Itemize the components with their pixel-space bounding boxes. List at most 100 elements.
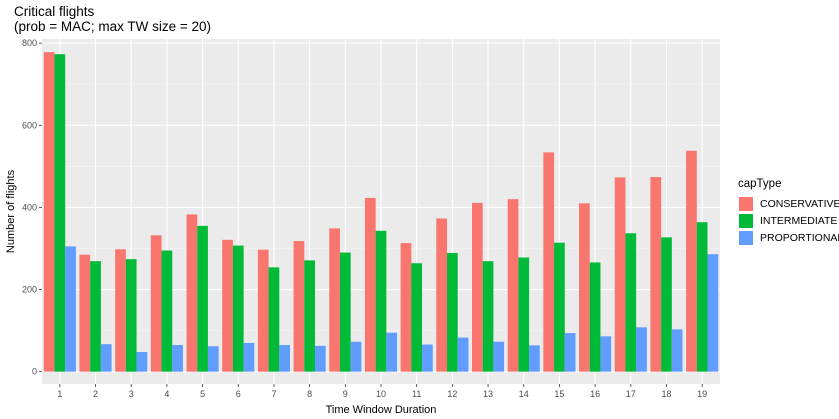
legend-item-intermediate: INTERMEDIATE — [738, 212, 839, 229]
bar-intermediate-14 — [518, 257, 530, 372]
bar-conservative-16 — [579, 203, 590, 372]
bar-conservative-6 — [222, 239, 233, 372]
y-tick-label: 0 — [32, 367, 37, 377]
bar-intermediate-16 — [589, 262, 601, 372]
bar-proportional-12 — [457, 337, 469, 372]
bar-proportional-19 — [707, 254, 719, 372]
x-tick-label: 8 — [307, 389, 312, 399]
chart-subtitle: (prob = MAC; max TW size = 20) — [14, 19, 212, 34]
bar-proportional-16 — [600, 336, 612, 372]
bar-conservative-13 — [471, 202, 483, 372]
x-tick-label: 3 — [129, 389, 134, 399]
x-tick-label: 12 — [447, 389, 457, 399]
y-axis-label: Number of flights — [5, 169, 17, 253]
legend-item-conservative: CONSERVATIVE — [738, 195, 839, 212]
bar-conservative-5 — [186, 214, 198, 372]
bar-conservative-14 — [507, 199, 519, 372]
bar-proportional-14 — [529, 345, 540, 372]
bar-intermediate-7 — [268, 267, 280, 372]
legend-label: INTERMEDIATE — [760, 214, 838, 227]
bar-intermediate-9 — [339, 252, 351, 372]
x-tick-label: 16 — [590, 389, 600, 399]
bar-intermediate-11 — [411, 263, 423, 372]
bar-proportional-13 — [493, 341, 505, 372]
bar-proportional-8 — [314, 345, 326, 372]
x-tick-label: 6 — [236, 389, 241, 399]
bar-conservative-11 — [400, 243, 412, 372]
bar-proportional-15 — [564, 333, 576, 372]
x-tick-label: 2 — [93, 389, 98, 399]
y-axis: 0 200 400 600 800 — [22, 38, 42, 377]
legend-label: CONSERVATIVE — [760, 197, 839, 210]
bar-intermediate-3 — [125, 259, 137, 372]
y-tick-label: 800 — [22, 38, 37, 48]
bar-proportional-18 — [671, 329, 683, 372]
x-tick-label: 18 — [661, 389, 671, 399]
bar-intermediate-12 — [447, 252, 458, 372]
bar-intermediate-17 — [625, 233, 637, 372]
legend-swatch — [738, 229, 754, 246]
bar-intermediate-10 — [375, 230, 387, 372]
bar-conservative-2 — [79, 254, 91, 372]
bar-conservative-18 — [650, 177, 662, 372]
bar-proportional-6 — [243, 342, 255, 372]
bar-intermediate-19 — [696, 222, 708, 372]
legend-swatch — [738, 195, 754, 212]
bar-proportional-17 — [636, 327, 647, 372]
bars — [43, 52, 719, 372]
x-tick-label: 7 — [271, 389, 276, 399]
x-tick-label: 13 — [483, 389, 493, 399]
legend-swatch — [738, 212, 754, 229]
bar-intermediate-13 — [482, 261, 494, 372]
bar-proportional-2 — [100, 344, 112, 372]
x-axis: 1 2 3 4 5 6 7 8 9 10 11 12 13 14 15 16 17 18 19 — [57, 384, 707, 399]
x-tick-label: 15 — [554, 389, 564, 399]
bar-conservative-15 — [543, 152, 555, 372]
x-tick-label: 11 — [412, 389, 421, 399]
x-tick-label: 10 — [376, 389, 386, 399]
y-tick-label: 600 — [22, 120, 37, 130]
bar-proportional-1 — [65, 246, 76, 372]
bar-proportional-11 — [422, 344, 433, 372]
bar-conservative-9 — [329, 228, 340, 372]
bar-conservative-4 — [150, 235, 162, 372]
legend: capType CONSERVATIVE INTERMEDIATE PROPORTI… — [738, 178, 839, 246]
bar-conservative-8 — [293, 241, 305, 372]
bar-intermediate-6 — [232, 245, 244, 372]
bar-intermediate-8 — [304, 260, 315, 372]
y-tick-label: 200 — [22, 285, 37, 295]
bar-proportional-9 — [350, 341, 362, 372]
bar-proportional-4 — [172, 344, 183, 372]
bar-proportional-10 — [386, 332, 398, 372]
bar-conservative-12 — [436, 218, 448, 372]
bar-conservative-1 — [43, 52, 55, 372]
x-tick-label: 17 — [626, 389, 636, 399]
legend-item-proportional: PROPORTIONAL — [738, 229, 839, 246]
bar-intermediate-4 — [161, 250, 173, 372]
x-axis-label: Time Window Duration — [326, 404, 437, 416]
bar-intermediate-2 — [90, 261, 101, 372]
bar-intermediate-15 — [554, 242, 565, 372]
bar-conservative-10 — [364, 197, 376, 372]
bar-proportional-7 — [279, 344, 291, 372]
x-tick-label: 14 — [519, 389, 529, 399]
x-tick-label: 1 — [57, 389, 62, 399]
x-tick-label: 5 — [200, 389, 205, 399]
bar-proportional-3 — [136, 351, 148, 372]
bar-intermediate-1 — [54, 54, 66, 372]
bar-proportional-5 — [207, 346, 219, 372]
chart-title: Critical flights — [14, 4, 95, 19]
bar-conservative-7 — [257, 249, 269, 372]
x-tick-label: 4 — [164, 389, 169, 399]
bar-conservative-19 — [686, 150, 697, 372]
x-tick-label: 9 — [343, 389, 348, 399]
bar-intermediate-5 — [197, 225, 208, 372]
bar-conservative-3 — [115, 249, 126, 372]
y-tick-label: 400 — [22, 202, 37, 212]
x-tick-label: 19 — [697, 389, 707, 399]
bar-intermediate-18 — [661, 237, 672, 372]
legend-title: capType — [738, 178, 782, 190]
bar-conservative-17 — [614, 177, 626, 372]
legend-label: PROPORTIONAL — [760, 231, 839, 244]
